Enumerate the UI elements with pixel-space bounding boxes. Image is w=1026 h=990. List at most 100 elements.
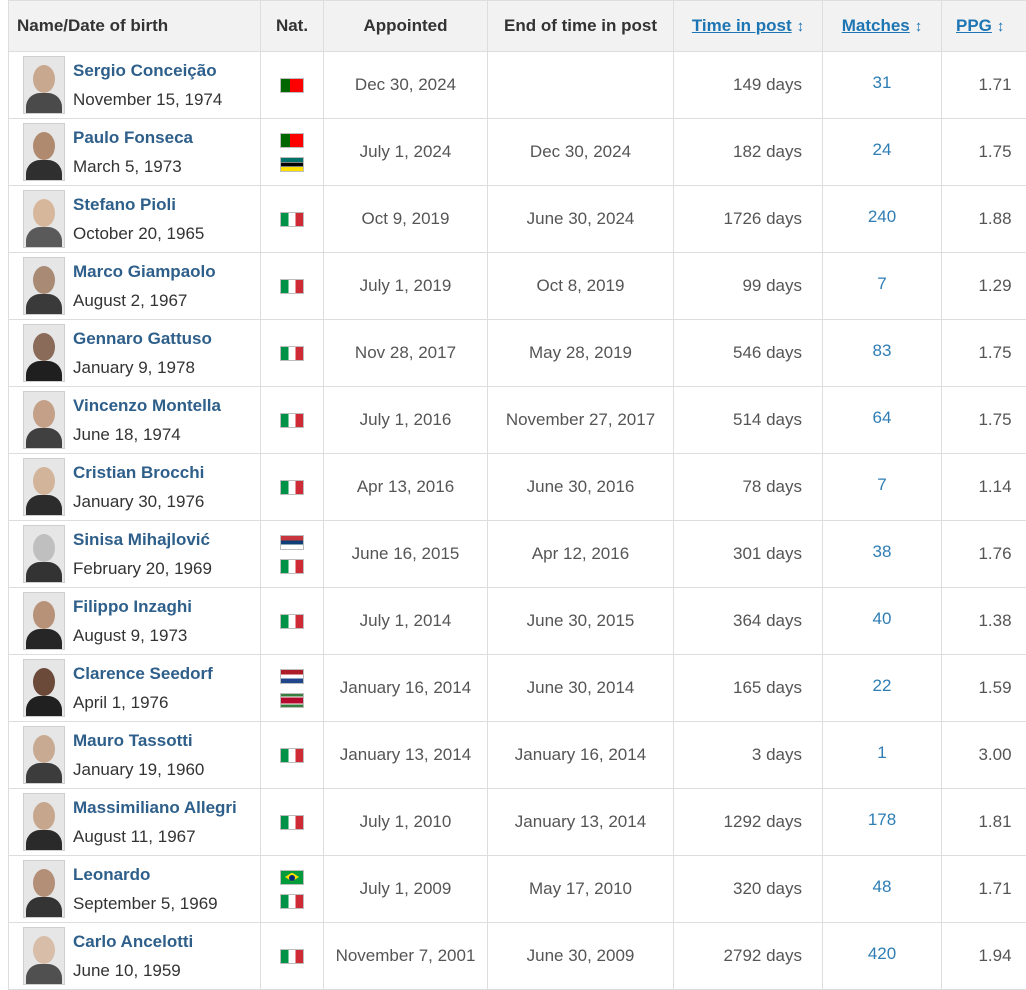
header-time-in-post-label[interactable]: Time in post: [691, 16, 792, 35]
matches-link[interactable]: 22: [872, 676, 892, 695]
cell-name: Gennaro Gattuso January 9, 1978: [8, 319, 261, 387]
cell-time-in-post: 1292 days: [673, 788, 823, 856]
coach-name-link[interactable]: Massimiliano Allegri: [73, 798, 237, 817]
cell-matches[interactable]: 48: [822, 855, 942, 923]
coach-name-link[interactable]: Marco Giampaolo: [73, 262, 216, 281]
cell-nationality: [260, 319, 324, 387]
coach-photo[interactable]: [23, 927, 65, 985]
coach-name-link[interactable]: Clarence Seedorf: [73, 664, 213, 683]
coach-name-link[interactable]: Stefano Pioli: [73, 195, 176, 214]
cell-name: Stefano Pioli October 20, 1965: [8, 185, 261, 253]
table-row: Massimiliano Allegri August 11, 1967 July …: [8, 788, 1026, 856]
table-row: Gennaro Gattuso January 9, 1978 Nov 28, 20…: [8, 319, 1026, 387]
coach-name-link[interactable]: Gennaro Gattuso: [73, 329, 212, 348]
italy-flag-icon: [280, 558, 304, 574]
cell-name: Cristian Brocchi January 30, 1976: [8, 453, 261, 521]
cell-matches[interactable]: 83: [822, 319, 942, 387]
header-ppg-sort[interactable]: PPG ↕: [941, 0, 1026, 52]
cell-nationality: [260, 453, 324, 521]
coach-photo[interactable]: [23, 659, 65, 717]
matches-link[interactable]: 7: [877, 274, 887, 293]
matches-link[interactable]: 38: [872, 542, 892, 561]
cell-end-of-time-in-post: Oct 8, 2019: [487, 252, 674, 320]
coach-photo[interactable]: [23, 525, 65, 583]
coach-photo[interactable]: [23, 257, 65, 315]
coach-photo[interactable]: [23, 726, 65, 784]
cell-matches[interactable]: 38: [822, 520, 942, 588]
cell-ppg: 1.14: [941, 453, 1026, 521]
coach-photo[interactable]: [23, 592, 65, 650]
cell-matches[interactable]: 24: [822, 118, 942, 186]
coach-name-link[interactable]: Filippo Inzaghi: [73, 597, 192, 616]
cell-nationality: [260, 587, 324, 655]
coach-photo[interactable]: [23, 190, 65, 248]
coach-name-link[interactable]: Sinisa Mihajlović: [73, 530, 210, 549]
sort-arrows-icon[interactable]: ↕: [914, 18, 923, 35]
header-time-in-post-sort[interactable]: Time in post ↕: [673, 0, 823, 52]
table-row: Filippo Inzaghi August 9, 1973 July 1, 201…: [8, 587, 1026, 655]
matches-link[interactable]: 83: [872, 341, 892, 360]
cell-nationality: [260, 185, 324, 253]
coach-date-of-birth: March 5, 1973: [73, 157, 182, 176]
matches-link[interactable]: 40: [872, 609, 892, 628]
cell-matches[interactable]: 22: [822, 654, 942, 722]
coach-date-of-birth: August 9, 1973: [73, 626, 188, 645]
coach-name-link[interactable]: Cristian Brocchi: [73, 463, 205, 482]
coach-photo[interactable]: [23, 324, 65, 382]
sort-arrows-icon[interactable]: ↕: [996, 18, 1005, 35]
matches-link[interactable]: 24: [872, 140, 892, 159]
coach-name-link[interactable]: Leonardo: [73, 865, 151, 884]
matches-link[interactable]: 178: [867, 810, 897, 829]
table-row: Leonardo September 5, 1969 July 1, 2009 May…: [8, 855, 1026, 923]
cell-matches[interactable]: 64: [822, 386, 942, 454]
cell-matches[interactable]: 7: [822, 453, 942, 521]
cell-matches[interactable]: 178: [822, 788, 942, 856]
cell-nationality: [260, 855, 324, 923]
matches-link[interactable]: 64: [872, 408, 892, 427]
header-end-of-time-in-post: End of time in post: [487, 0, 674, 52]
cell-appointed: July 1, 2014: [323, 587, 488, 655]
sort-arrows-icon[interactable]: ↕: [796, 18, 805, 35]
coach-name-link[interactable]: Paulo Fonseca: [73, 128, 193, 147]
coach-name-link[interactable]: Mauro Tassotti: [73, 731, 193, 750]
header-ppg-label[interactable]: PPG: [956, 16, 992, 35]
cell-matches[interactable]: 31: [822, 51, 942, 119]
matches-link[interactable]: 48: [872, 877, 892, 896]
cell-end-of-time-in-post: June 30, 2015: [487, 587, 674, 655]
cell-ppg: 1.76: [941, 520, 1026, 588]
cell-name: Carlo Ancelotti June 10, 1959: [8, 922, 261, 990]
coach-photo[interactable]: [23, 793, 65, 851]
coach-name-link[interactable]: Sergio Conceição: [73, 61, 217, 80]
cell-matches[interactable]: 240: [822, 185, 942, 253]
coach-photo[interactable]: [23, 123, 65, 181]
table-row: Sergio Conceição November 15, 1974 Dec 30,…: [8, 51, 1026, 119]
cell-end-of-time-in-post: June 30, 2016: [487, 453, 674, 521]
coach-name-link[interactable]: Carlo Ancelotti: [73, 932, 194, 951]
italy-flag-icon: [280, 893, 304, 909]
cell-matches[interactable]: 420: [822, 922, 942, 990]
cell-nationality: [260, 252, 324, 320]
cell-nationality: [260, 386, 324, 454]
coach-photo[interactable]: [23, 860, 65, 918]
header-matches-sort[interactable]: Matches ↕: [822, 0, 942, 52]
coach-photo[interactable]: [23, 391, 65, 449]
cell-name: Clarence Seedorf April 1, 1976: [8, 654, 261, 722]
cell-matches[interactable]: 7: [822, 252, 942, 320]
cell-time-in-post: 149 days: [673, 51, 823, 119]
cell-matches[interactable]: 40: [822, 587, 942, 655]
matches-link[interactable]: 1: [877, 743, 887, 762]
cell-time-in-post: 301 days: [673, 520, 823, 588]
cell-name: Paulo Fonseca March 5, 1973: [8, 118, 261, 186]
coach-photo[interactable]: [23, 56, 65, 114]
coach-date-of-birth: June 18, 1974: [73, 425, 181, 444]
coach-name-link[interactable]: Vincenzo Montella: [73, 396, 221, 415]
header-matches-label[interactable]: Matches: [841, 16, 910, 35]
matches-link[interactable]: 240: [867, 207, 897, 226]
coach-photo[interactable]: [23, 458, 65, 516]
table-row: Carlo Ancelotti June 10, 1959 November 7, …: [8, 922, 1026, 990]
matches-link[interactable]: 7: [877, 475, 887, 494]
cell-matches[interactable]: 1: [822, 721, 942, 789]
matches-link[interactable]: 31: [872, 73, 892, 92]
cell-appointed: June 16, 2015: [323, 520, 488, 588]
matches-link[interactable]: 420: [867, 944, 897, 963]
